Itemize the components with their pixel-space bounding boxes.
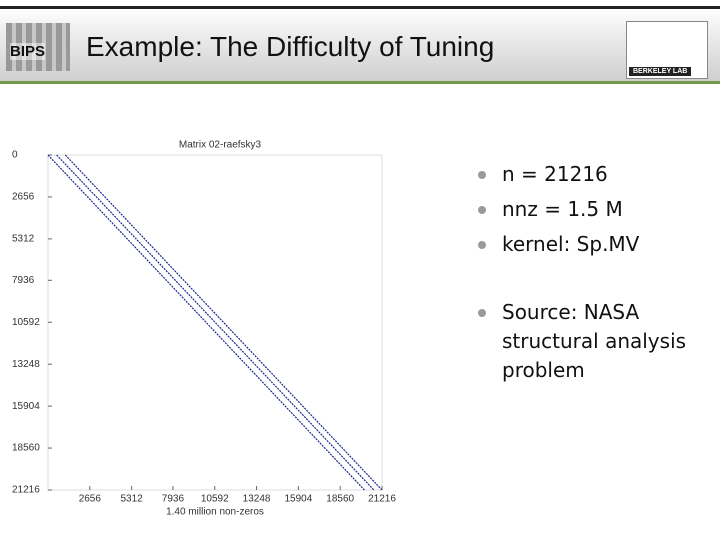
x-tick-label: 13248: [243, 494, 271, 505]
bullet-item: Source: NASA structural analysis problem: [478, 298, 708, 385]
x-tick-label: 18560: [326, 494, 354, 505]
bullet-group: Source: NASA structural analysis problem: [478, 298, 708, 391]
y-tick-label: 15904: [12, 401, 40, 412]
y-tick-label: 18560: [12, 443, 40, 454]
y-tick-label: 21216: [12, 485, 40, 496]
x-tick-label: 21216: [368, 494, 396, 505]
x-tick-label: 10592: [201, 494, 229, 505]
bips-logo: BIPS: [6, 23, 70, 71]
band-line: [56, 154, 375, 491]
y-tick-label: 13248: [12, 359, 40, 370]
logo-text: BIPS: [10, 43, 46, 60]
berkeley-lab-logo: BERKELEY LAB: [626, 21, 708, 79]
x-axis-label: 1.40 million non-zeros: [166, 507, 264, 518]
slide-title: Example: The Difficulty of Tuning: [86, 31, 495, 62]
logo-text: BERKELEY LAB: [629, 67, 692, 76]
chart-title: Matrix 02-raefsky3: [179, 140, 262, 151]
band-line: [64, 154, 383, 491]
y-tick-label: 10592: [12, 317, 40, 328]
header: BIPS Example: The Difficulty of Tuning B…: [0, 6, 720, 84]
bullet-item: kernel: Sp.MV: [478, 230, 708, 259]
y-tick-label: 7936: [12, 275, 35, 286]
chart: Matrix 02-raefsky3 1.40 million non-zero…: [12, 140, 396, 518]
plot-frame: [47, 154, 383, 491]
x-tick-label: 7936: [162, 494, 185, 505]
x-tick-label: 2656: [79, 494, 102, 505]
bullet-item: nnz = 1.5 M: [478, 195, 708, 224]
y-tick-label: 5312: [12, 234, 35, 245]
x-tick-label: 5312: [121, 494, 144, 505]
x-tick-label: 15904: [284, 494, 312, 505]
band-line: [47, 154, 365, 491]
bullet-group: n = 21216 nnz = 1.5 M kernel: Sp.MV: [478, 160, 708, 265]
bullet-item: n = 21216: [478, 160, 708, 189]
y-tick-label: 0: [12, 150, 18, 161]
y-tick-label: 2656: [12, 192, 35, 203]
